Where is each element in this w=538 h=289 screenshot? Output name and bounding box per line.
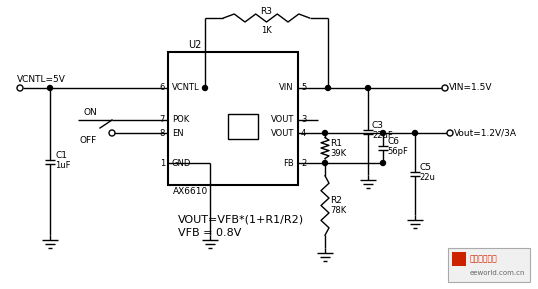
- Circle shape: [447, 130, 453, 136]
- Circle shape: [322, 160, 328, 166]
- Text: VIN: VIN: [279, 84, 294, 92]
- Text: 22u: 22u: [419, 173, 435, 182]
- Text: OFF: OFF: [80, 136, 97, 145]
- Text: ON: ON: [83, 108, 97, 117]
- FancyBboxPatch shape: [448, 248, 530, 282]
- Circle shape: [380, 160, 386, 166]
- Text: C6: C6: [387, 138, 399, 147]
- Circle shape: [322, 131, 328, 136]
- Text: R2: R2: [330, 196, 342, 205]
- Circle shape: [109, 130, 115, 136]
- Circle shape: [202, 86, 208, 90]
- Text: VIN=1.5V: VIN=1.5V: [449, 84, 492, 92]
- Circle shape: [442, 85, 448, 91]
- Text: 22uF: 22uF: [372, 131, 393, 140]
- Text: 电子工程世界: 电子工程世界: [470, 255, 498, 264]
- Text: C5: C5: [419, 164, 431, 173]
- Text: 56pF: 56pF: [387, 147, 408, 157]
- Text: 39K: 39K: [330, 149, 346, 158]
- Text: C3: C3: [372, 121, 384, 130]
- Text: Vout=1.2V/3A: Vout=1.2V/3A: [454, 129, 517, 138]
- Text: 1: 1: [160, 158, 165, 168]
- Text: 5: 5: [301, 84, 306, 92]
- Circle shape: [47, 86, 53, 90]
- Text: eeworld.com.cn: eeworld.com.cn: [470, 270, 526, 276]
- Text: GND: GND: [172, 158, 192, 168]
- Bar: [452, 252, 466, 266]
- Text: FB: FB: [283, 158, 294, 168]
- Bar: [168, 52, 298, 185]
- Text: VOUT: VOUT: [271, 129, 294, 138]
- Text: 6: 6: [160, 84, 165, 92]
- Text: 1K: 1K: [260, 26, 271, 35]
- Text: POK: POK: [172, 116, 189, 125]
- Text: U2: U2: [188, 40, 201, 50]
- Text: 78K: 78K: [330, 206, 346, 215]
- Text: C1: C1: [55, 151, 67, 160]
- Circle shape: [17, 85, 23, 91]
- Circle shape: [380, 131, 386, 136]
- Text: EN: EN: [172, 129, 183, 138]
- Text: VCNTL: VCNTL: [172, 84, 200, 92]
- Text: R3: R3: [260, 7, 272, 16]
- Text: 4: 4: [301, 129, 306, 138]
- Text: 3: 3: [301, 116, 306, 125]
- Circle shape: [325, 86, 330, 90]
- Bar: [228, 114, 258, 139]
- Text: AX6610: AX6610: [173, 187, 208, 196]
- Text: 2: 2: [301, 158, 306, 168]
- Circle shape: [413, 131, 417, 136]
- Text: VOUT: VOUT: [271, 116, 294, 125]
- Text: VOUT=VFB*(1+R1/R2): VOUT=VFB*(1+R1/R2): [178, 215, 304, 225]
- Text: VCNTL=5V: VCNTL=5V: [17, 75, 66, 84]
- Text: 8: 8: [160, 129, 165, 138]
- Text: 1uF: 1uF: [55, 161, 70, 170]
- Circle shape: [365, 86, 371, 90]
- Text: R1: R1: [330, 138, 342, 147]
- Text: 7: 7: [160, 116, 165, 125]
- Text: VFB = 0.8V: VFB = 0.8V: [178, 228, 242, 238]
